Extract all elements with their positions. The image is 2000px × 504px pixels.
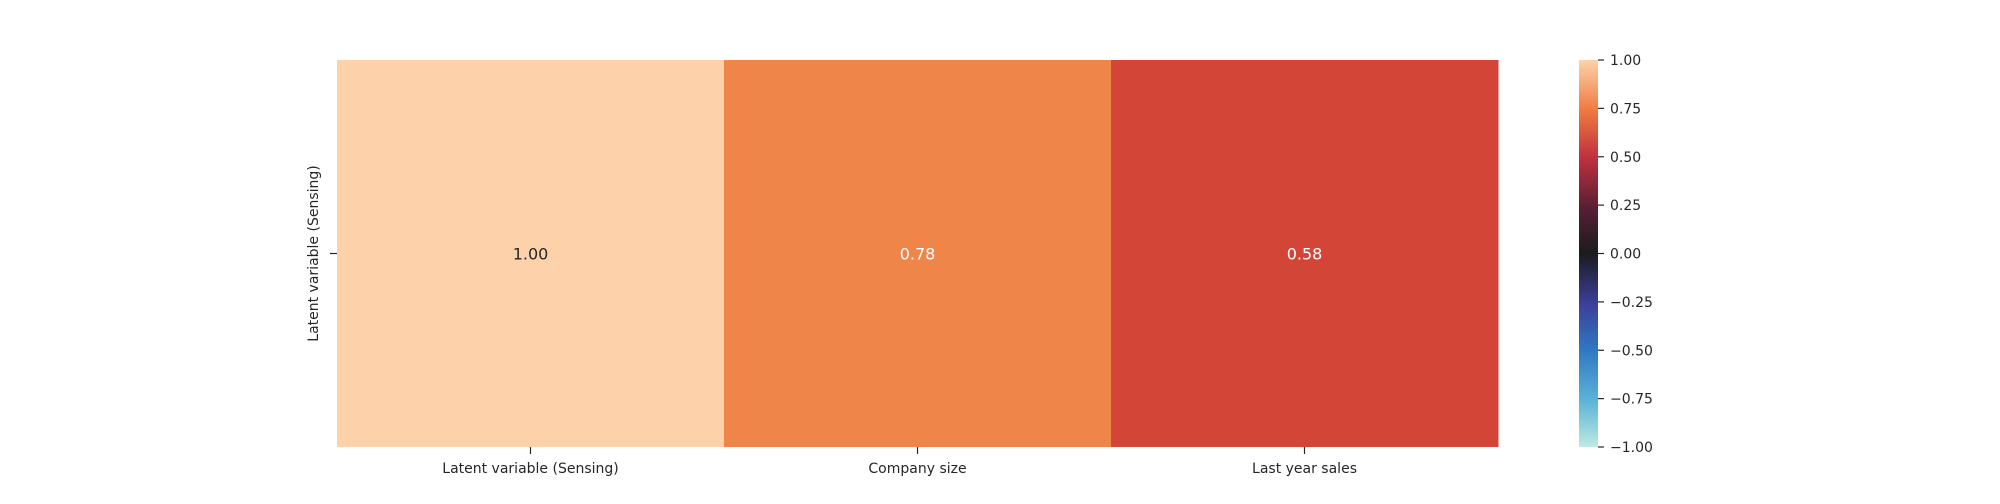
colorbar-tick-label: 0.75 [1610,101,1641,117]
y-tick-label: Latent variable (Sensing) [306,165,322,341]
x-tick-label: Company size [868,461,966,477]
heatmap-cell-labels: 1.00 0.78 0.58 [513,245,1323,264]
colorbar-tick-label: 0.50 [1610,150,1641,166]
x-axis: Latent variable (Sensing) Company size Las… [442,447,1357,477]
x-tick-label: Last year sales [1252,461,1357,477]
colorbar: 1.00 0.75 0.50 0.25 0.00 −0.25 −0.50 −0.75 −1.00 [1579,53,1653,456]
colorbar-tick-label: −0.25 [1610,295,1653,311]
colorbar-tick-label: 1.00 [1610,53,1641,69]
cell-value-label: 0.58 [1287,245,1323,264]
heatmap-cell [724,60,1112,447]
heatmap-cell [337,60,725,447]
colorbar-tick-label: 0.25 [1610,198,1641,214]
x-tick-label: Latent variable (Sensing) [442,461,618,477]
colorbar-gradient [1579,60,1598,447]
heatmap-cell [1111,60,1499,447]
colorbar-tick-label: −0.50 [1610,343,1653,359]
cell-value-label: 1.00 [513,245,549,264]
y-axis: Latent variable (Sensing) [306,165,337,342]
colorbar-tick-label: −1.00 [1610,440,1653,456]
heatmap-cells [337,60,1499,447]
colorbar-tick-label: −0.75 [1610,392,1653,408]
colorbar-tick-label: 0.00 [1610,247,1641,263]
cell-value-label: 0.78 [900,245,936,264]
